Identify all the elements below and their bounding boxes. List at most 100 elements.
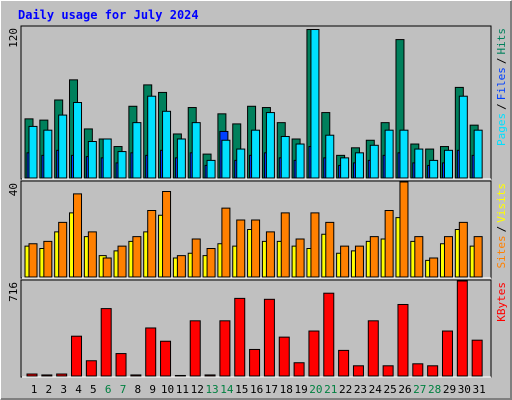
legend: KBytes [495, 282, 508, 322]
bar [412, 363, 424, 377]
x-tick-label: 18 [280, 383, 293, 396]
bar [145, 327, 157, 377]
legend-entry: Hits [495, 28, 508, 55]
bar [58, 221, 68, 278]
bar [441, 330, 453, 377]
x-tick-label: 7 [120, 383, 127, 396]
bar [73, 193, 83, 278]
bar [308, 330, 320, 377]
bar [102, 138, 112, 179]
legend-entry: Pages [495, 113, 508, 146]
bar [160, 340, 172, 377]
x-tick-label: 29 [443, 383, 456, 396]
legend: Sites / Visits [495, 183, 508, 269]
bar [354, 245, 364, 278]
legend-entry: Files [495, 67, 508, 100]
bar [458, 95, 468, 179]
x-tick-label: 25 [384, 383, 397, 396]
bar [471, 339, 483, 377]
y-tick-label: 120 [7, 28, 20, 48]
bar [43, 129, 53, 179]
x-tick-label: 31 [473, 383, 486, 396]
y-tick-label: 716 [7, 282, 20, 302]
bar [43, 240, 53, 278]
bar [73, 102, 83, 179]
bar [191, 122, 201, 179]
bar [295, 143, 305, 179]
bar [206, 159, 216, 179]
bar [71, 335, 83, 377]
bar [369, 144, 379, 179]
x-tick-label: 12 [191, 383, 204, 396]
bar [236, 219, 246, 278]
x-tick-label: 13 [205, 383, 218, 396]
bar [382, 365, 394, 377]
x-tick-label: 8 [135, 383, 142, 396]
bar [295, 238, 305, 278]
bar [384, 129, 394, 179]
x-tick-label: 23 [354, 383, 367, 396]
bar [221, 207, 231, 278]
bar [473, 129, 483, 179]
x-tick-label: 20 [309, 383, 322, 396]
bar [310, 29, 320, 179]
bar [369, 236, 379, 278]
bar [28, 125, 38, 179]
bar [204, 374, 216, 377]
bar [147, 95, 157, 179]
bar [399, 129, 409, 179]
bar [456, 280, 468, 377]
bar [176, 138, 186, 179]
bar [427, 365, 439, 377]
bar [340, 245, 350, 278]
bar [338, 349, 350, 377]
bar [174, 374, 186, 377]
bar [251, 219, 261, 278]
x-tick-label: 6 [105, 383, 112, 396]
bar [325, 221, 335, 278]
x-tick-label: 27 [413, 383, 426, 396]
x-tick-label: 1 [31, 383, 38, 396]
bar [130, 374, 142, 377]
bar [236, 148, 246, 179]
bar [162, 110, 172, 179]
bar [147, 210, 157, 278]
bar [115, 353, 127, 377]
legend-entry: Sites [495, 235, 508, 268]
bar [399, 181, 409, 278]
bar [263, 298, 275, 377]
bar [87, 231, 97, 278]
x-tick-label: 15 [235, 383, 248, 396]
bar [384, 210, 394, 278]
bar [414, 236, 424, 278]
chart-title: Daily usage for July 2024 [18, 8, 199, 22]
bar [176, 255, 186, 278]
bar [352, 365, 364, 377]
bar [219, 320, 231, 377]
x-tick-label: 10 [161, 383, 174, 396]
bar [85, 360, 97, 377]
bar [280, 135, 290, 179]
bar [354, 152, 364, 179]
x-tick-label: 2 [46, 383, 53, 396]
bar [251, 129, 261, 179]
x-tick-label: 19 [294, 383, 307, 396]
bar [191, 238, 201, 278]
bar [100, 308, 112, 377]
bar [189, 320, 201, 377]
bar [414, 148, 424, 179]
bar [340, 157, 350, 179]
bar [443, 236, 453, 278]
x-tick-label: 30 [458, 383, 471, 396]
legend-entry: KBytes [495, 282, 508, 322]
bar [102, 257, 112, 278]
bar [367, 320, 379, 377]
bar [132, 236, 142, 278]
x-tick-label: 5 [90, 383, 97, 396]
bar [265, 231, 275, 278]
bar [132, 122, 142, 179]
x-tick-label: 14 [220, 383, 234, 396]
